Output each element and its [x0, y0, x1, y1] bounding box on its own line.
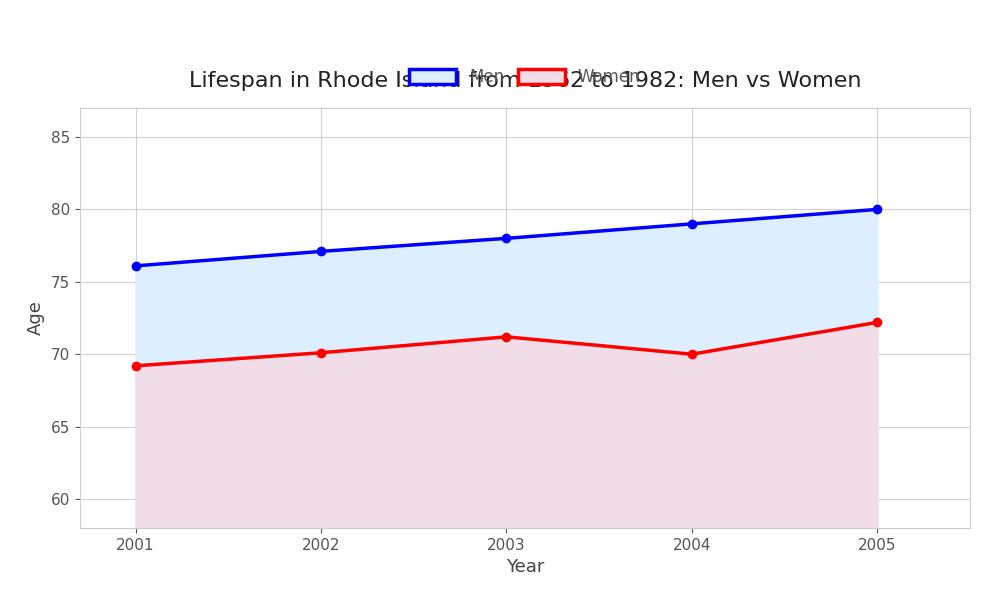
Title: Lifespan in Rhode Island from 1962 to 1982: Men vs Women: Lifespan in Rhode Island from 1962 to 19… — [189, 71, 861, 91]
X-axis label: Year: Year — [506, 558, 544, 576]
Y-axis label: Age: Age — [27, 301, 45, 335]
Legend: Men, Women: Men, Women — [403, 62, 647, 93]
